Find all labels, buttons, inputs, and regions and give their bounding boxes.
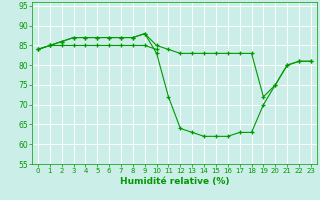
X-axis label: Humidité relative (%): Humidité relative (%)	[120, 177, 229, 186]
